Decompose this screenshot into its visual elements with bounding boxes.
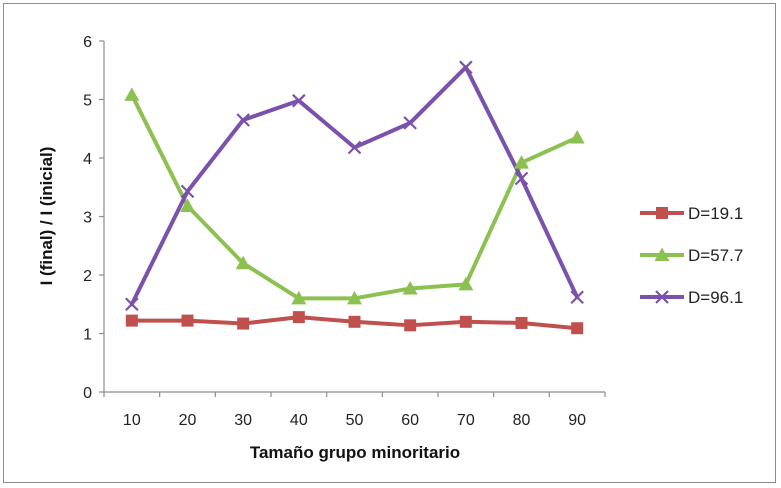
y-tick-label: 0 (83, 385, 92, 402)
x-tick-label: 30 (234, 412, 252, 429)
y-tick-label: 2 (83, 268, 92, 285)
data-point (515, 316, 528, 329)
data-point (404, 319, 417, 332)
x-tick-label: 50 (346, 412, 364, 429)
data-point (403, 116, 417, 130)
data-point (348, 315, 361, 328)
x-tick-label: 80 (513, 412, 531, 429)
data-point (180, 198, 195, 212)
data-point (236, 113, 250, 127)
series-lines (129, 65, 580, 331)
axes (103, 41, 605, 393)
x-tick-labels: 10 20 30 40 50 60 70 80 90 (103, 392, 606, 429)
legend-marker (655, 290, 669, 304)
data-point (459, 315, 472, 328)
data-point (124, 87, 140, 101)
legend-label: D=96.1 (688, 288, 743, 307)
legend-label: D=57.7 (688, 246, 743, 265)
y-tick-label: 1 (83, 327, 92, 344)
series-markers (124, 60, 585, 335)
x-tick-label: 70 (457, 412, 475, 429)
data-point (514, 155, 529, 169)
x-tick-label: 20 (179, 412, 197, 429)
data-point (292, 311, 305, 324)
x-tick-label: 10 (123, 412, 141, 429)
data-point (292, 93, 306, 108)
data-point (181, 314, 194, 327)
y-tick-label: 3 (83, 210, 92, 227)
data-point (291, 290, 307, 305)
legend-label: D=19.1 (688, 204, 743, 223)
data-point (458, 276, 474, 291)
x-tick-label: 40 (290, 412, 308, 429)
series-line-2 (129, 92, 580, 301)
data-point (514, 171, 529, 186)
legend-item: D=96.1 (640, 288, 743, 307)
data-point (569, 130, 585, 144)
legend-marker (656, 207, 668, 219)
data-point (125, 314, 138, 327)
y-tick-labels: 0 1 2 3 4 5 6 (83, 34, 104, 402)
data-point (180, 184, 195, 199)
data-point (347, 290, 362, 305)
legend-item: D=57.7 (640, 246, 743, 265)
y-tick-label: 6 (83, 34, 92, 51)
data-point (402, 280, 418, 295)
data-point (459, 60, 473, 75)
y-tick-label: 4 (83, 151, 92, 168)
x-tick-label: 60 (401, 412, 419, 429)
x-axis-title: Tamaño grupo minoritario (250, 443, 460, 462)
legend-marker (654, 247, 670, 261)
legend: D=19.1 D=57.7 D=96.1 (640, 204, 743, 307)
y-axis-title: I (final) / I (inicial) (37, 147, 56, 286)
data-point (237, 317, 250, 330)
data-point (235, 255, 251, 270)
x-tick-label: 90 (568, 412, 586, 429)
y-tick-label: 5 (83, 93, 92, 110)
data-point (571, 322, 584, 335)
data-point (347, 140, 362, 155)
data-point (125, 297, 139, 312)
data-point (570, 290, 584, 305)
legend-item: D=19.1 (640, 204, 743, 223)
chart-frame (3, 3, 776, 483)
